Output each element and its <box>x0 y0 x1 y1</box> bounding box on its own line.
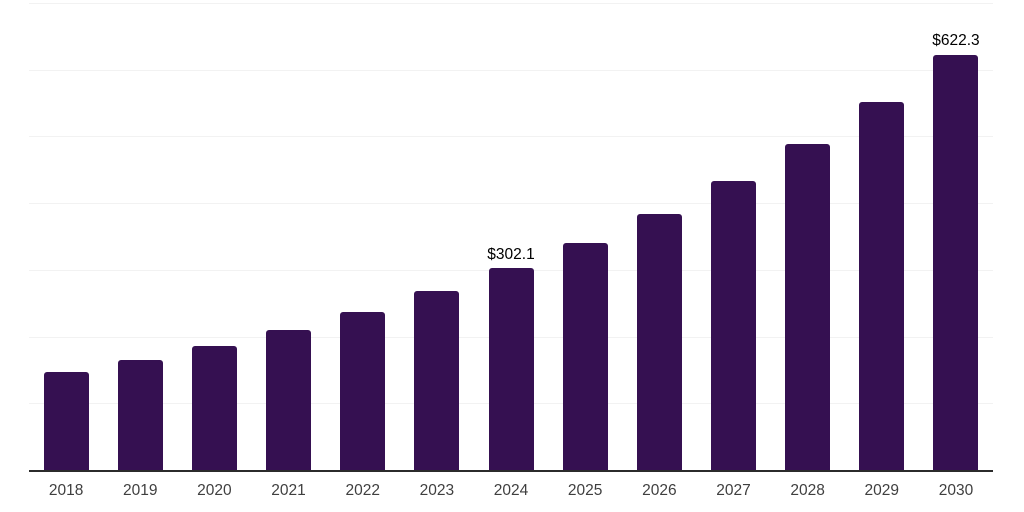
x-tick-label-2020: 2020 <box>197 482 232 499</box>
x-tick-label-2018: 2018 <box>48 482 84 499</box>
x-tick-label-2030: 2030 <box>938 482 974 499</box>
bar-slot-2026 <box>622 3 696 470</box>
bar-slot-2022 <box>326 3 400 470</box>
x-tick-label-2019: 2019 <box>122 482 158 499</box>
bar-slot-2029 <box>845 3 919 470</box>
bar-value-label-2030: $622.3 <box>932 32 980 50</box>
x-tick-label-2028: 2028 <box>790 482 825 499</box>
x-tick-label-2029: 2029 <box>864 482 900 499</box>
bar-slot-2028 <box>771 3 845 470</box>
bar-2028 <box>785 143 831 470</box>
bar-slot-2027 <box>696 3 770 470</box>
plot-area: $302.1 $622.3 <box>29 3 993 472</box>
gridline-500 <box>29 136 993 138</box>
bar-slot-2020 <box>177 3 251 470</box>
x-tick-label-2026: 2026 <box>642 482 677 499</box>
gridline-400 <box>29 203 993 205</box>
bar-2020 <box>191 345 237 470</box>
bar-slot-2025 <box>548 3 622 470</box>
bar-slot-2023 <box>400 3 474 470</box>
bar-2021 <box>266 329 312 470</box>
bar-2029 <box>859 101 905 470</box>
x-tick-label-2025: 2025 <box>567 482 603 499</box>
bar-value-label-2024: $302.1 <box>487 245 535 263</box>
gridline-700 <box>29 3 993 4</box>
bar-2024 <box>488 268 534 470</box>
bar-2027 <box>710 180 756 470</box>
gridline-600 <box>29 69 993 71</box>
bar-slot-2019 <box>103 3 177 470</box>
x-tick-label-2023: 2023 <box>419 482 455 499</box>
bar-slot-2021 <box>251 3 325 470</box>
x-axis-labels: 2018 2019 2020 2021 2022 2023 2024 2025 2026 2027… <box>29 482 993 499</box>
bar-2019 <box>117 359 163 470</box>
bar-slot-2030: $622.3 <box>919 3 993 470</box>
x-tick-label-2024: 2024 <box>493 482 529 499</box>
x-tick-label-2021: 2021 <box>271 482 306 499</box>
bar-2018 <box>43 372 89 470</box>
bar-2022 <box>340 311 386 470</box>
bar-slot-2018 <box>29 3 103 470</box>
bar-2030 <box>933 54 979 470</box>
x-tick-label-2027: 2027 <box>716 482 751 499</box>
bar-2025 <box>562 242 608 470</box>
bars: $302.1 $622.3 <box>29 3 993 470</box>
x-tick-label-2022: 2022 <box>345 482 380 499</box>
bar-2023 <box>414 291 460 470</box>
bar-2026 <box>636 213 682 470</box>
bar-slot-2024: $302.1 <box>474 3 548 470</box>
